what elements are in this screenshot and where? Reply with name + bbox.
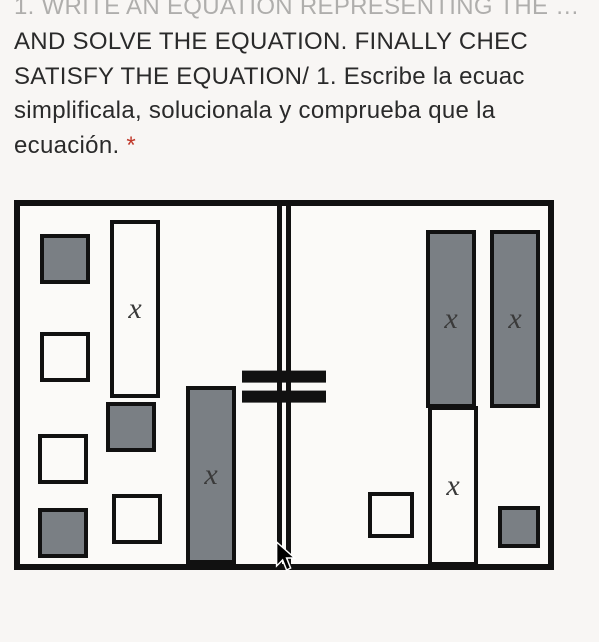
x-label: x	[128, 292, 141, 326]
question-line-0: 1. WRITE AN EQUATION REPRESENTING THE …	[14, 0, 599, 25]
unit-tile	[112, 494, 162, 544]
question-line-2: SATISFY THE EQUATION/ 1. Escribe la ecua…	[14, 60, 599, 95]
text: SATISFY THE EQUATION/ 1. Escribe la ecua…	[14, 63, 525, 90]
x-tile: x	[490, 230, 540, 408]
unit-tile	[40, 234, 90, 284]
x-label: x	[446, 469, 459, 503]
text: 1. WRITE AN EQUATION REPRESENTING THE …	[14, 0, 580, 20]
required-asterisk: *	[126, 132, 136, 159]
question-line-1: AND SOLVE THE EQUATION. FINALLY CHEC	[14, 25, 599, 60]
unit-tile	[368, 492, 414, 538]
equals-bar	[242, 371, 326, 383]
text: simplificala, solucionala y comprueba qu…	[14, 97, 495, 124]
text: AND SOLVE THE EQUATION. FINALLY CHEC	[14, 28, 528, 55]
unit-tile	[38, 434, 88, 484]
x-tile: x	[428, 406, 478, 566]
x-tile: x	[426, 230, 476, 408]
unit-tile	[498, 506, 540, 548]
x-tile: x	[186, 386, 236, 564]
unit-tile	[40, 332, 90, 382]
unit-tile	[38, 508, 88, 558]
text: ecuación.	[14, 132, 119, 159]
equals-sign	[242, 367, 326, 407]
unit-tile	[106, 402, 156, 452]
x-label: x	[204, 458, 217, 492]
algebra-tiles-figure: x x x x x	[14, 200, 554, 570]
x-label: x	[508, 302, 521, 336]
question-line-4: ecuación. *	[14, 129, 599, 164]
x-tile: x	[110, 220, 160, 398]
question-line-3: simplificala, solucionala y comprueba qu…	[14, 94, 599, 129]
x-label: x	[444, 302, 457, 336]
equals-bar	[242, 391, 326, 403]
figure-container: x x x x x	[0, 200, 599, 570]
question-block: 1. WRITE AN EQUATION REPRESENTING THE … …	[0, 0, 599, 164]
